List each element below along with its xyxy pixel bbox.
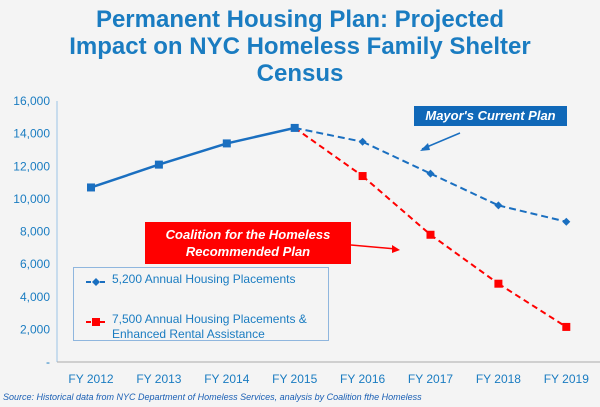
- x-tick-label: FY 2016: [340, 372, 385, 386]
- coalition-point: [426, 230, 435, 239]
- y-tick-label: 16,000: [13, 94, 50, 108]
- coalition-line-segment: [361, 175, 432, 236]
- mayor-point: [426, 169, 435, 178]
- legend-item-7500-line2: Enhanced Rental Assistance: [112, 327, 265, 341]
- title-line-3: Census: [256, 60, 344, 87]
- mayor-point: [494, 201, 503, 210]
- y-tick-label: 14,000: [13, 127, 50, 141]
- title-line-1: Permanent Housing Plan: Projected: [95, 6, 505, 33]
- mayor-point: [154, 160, 163, 169]
- chart-title: Permanent Housing Plan: Projected Impact…: [0, 6, 600, 87]
- mayor-point: [290, 123, 299, 132]
- mayor-point: [87, 183, 95, 192]
- mayor-arrowhead: [420, 143, 430, 151]
- mayor-line-segment: [158, 142, 228, 166]
- coalition-point: [562, 322, 571, 331]
- coalition-line-segment: [497, 282, 567, 328]
- mayor-point: [358, 137, 367, 146]
- y-tick-label: 4,000: [20, 290, 50, 304]
- x-tick-label: FY 2017: [408, 372, 453, 386]
- legend-item-7500-line1: 7,500 Annual Housing Placements &: [112, 312, 307, 326]
- coalition-point: [494, 279, 503, 288]
- mayor-line-segment: [362, 140, 431, 175]
- coalition-line-segment: [294, 127, 364, 177]
- x-tick-label: FY 2018: [476, 372, 521, 386]
- mayor-plan-callout: Mayor's Current Plan: [414, 106, 567, 126]
- x-tick-label: FY 2012: [68, 372, 113, 386]
- x-tick-label: FY 2015: [272, 372, 317, 386]
- coalition-arrowhead: [392, 245, 400, 253]
- source-note: Source: Historical data from NYC Departm…: [3, 392, 422, 402]
- legend: 5,200 Annual Housing Placements 7,500 An…: [73, 267, 329, 341]
- mayor-point: [562, 217, 571, 226]
- mayor-point: [222, 139, 231, 148]
- coalition-callout-line-2: Recommended Plan: [185, 244, 311, 259]
- x-tick-label: FY 2013: [136, 372, 181, 386]
- y-tick-label: 10,000: [13, 192, 50, 206]
- coalition-callout-line-1: Coalition for the Homeless: [165, 227, 331, 242]
- coalition-plan-callout: Coalition for the Homeless Recommended P…: [145, 222, 351, 264]
- title-line-2: Impact on NYC Homeless Family Shelter: [69, 33, 531, 60]
- x-tick-label: FY 2019: [544, 372, 589, 386]
- y-tick-label: -: [46, 355, 50, 369]
- mayor-line-segment: [294, 126, 363, 143]
- y-tick-label: 8,000: [20, 225, 50, 239]
- y-tick-label: 12,000: [13, 159, 50, 173]
- y-tick-label: 6,000: [20, 257, 50, 271]
- legend-item-5200: 5,200 Annual Housing Placements: [112, 272, 296, 286]
- mayor-line-segment: [498, 204, 567, 223]
- coalition-arrow: [350, 244, 397, 250]
- coalition-point: [358, 172, 367, 181]
- mayor-line-segment: [430, 172, 499, 207]
- coalition-line-segment: [429, 233, 499, 285]
- mayor-line-segment: [90, 163, 160, 189]
- legend-markers: [86, 278, 106, 326]
- mayor-line-segment: [226, 126, 295, 145]
- y-tick-label: 2,000: [20, 322, 50, 336]
- x-tick-label: FY 2014: [204, 372, 249, 386]
